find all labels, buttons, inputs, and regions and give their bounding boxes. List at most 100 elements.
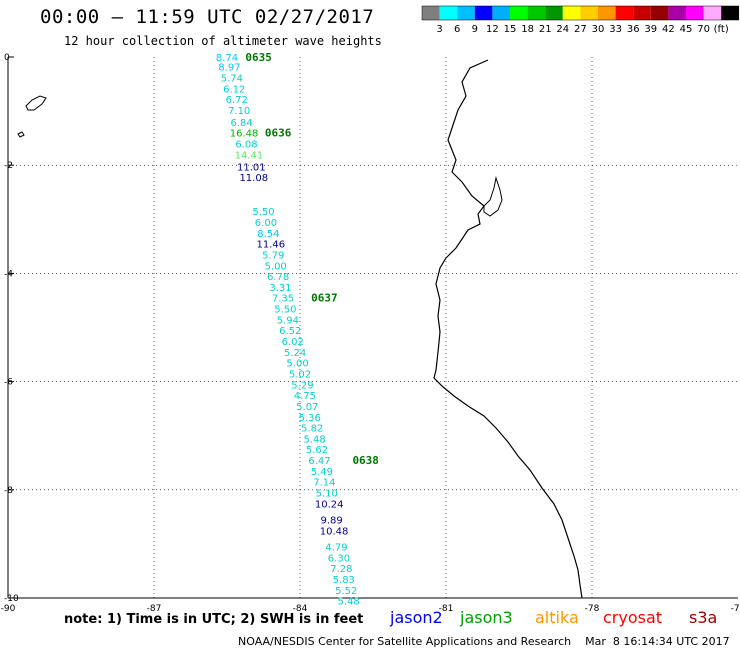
- wave-height-point: 6.52: [279, 326, 301, 337]
- time-labels: 0635 0636 0637 0638: [245, 51, 379, 467]
- time-label: 0635: [245, 51, 272, 64]
- legend-swatch: [598, 6, 616, 20]
- wave-height-point: 5.48: [338, 597, 360, 608]
- y-tick-label: -10: [4, 594, 19, 604]
- wave-height-point: 7.10: [228, 106, 250, 117]
- legend-swatch: [650, 6, 669, 20]
- wave-height-point: 14.41: [235, 150, 264, 161]
- wave-height-point: 5.82: [301, 424, 323, 435]
- wave-height-labels: 8.748.975.746.126.727.106.8416.486.0814.…: [216, 53, 360, 608]
- footer-credit: NOAA/NESDIS Center for Satellite Applica…: [238, 635, 730, 648]
- wave-height-point: 5.83: [333, 575, 355, 586]
- wave-height-point: 6.47: [308, 456, 330, 467]
- legend-swatch: [474, 6, 493, 20]
- time-label: 0636: [265, 127, 292, 140]
- legend-frame: [421, 5, 740, 21]
- x-tick-label: -90: [1, 604, 16, 614]
- satellite-altika: altika: [535, 608, 579, 627]
- legend-label: 36: [627, 24, 640, 35]
- wave-height-point: 5.00: [286, 359, 308, 370]
- time-label: 0638: [352, 454, 379, 467]
- y-tick-label: -6: [4, 378, 13, 388]
- wave-height-point: 6.30: [328, 553, 350, 564]
- wave-height-point: 6.72: [226, 95, 248, 106]
- legend-swatch: [457, 6, 475, 20]
- footer-note: note: 1) Time is in UTC; 2) SWH is in fe…: [64, 612, 364, 627]
- wave-height-point: 11.46: [256, 240, 285, 251]
- legend-label: 39: [644, 24, 657, 35]
- wave-height-point: 5.10: [316, 489, 338, 500]
- legend-swatch: [721, 6, 739, 20]
- x-tick-label: -75: [731, 604, 740, 614]
- legend-swatch: [668, 6, 686, 20]
- wave-height-point: 5.24: [284, 348, 306, 359]
- satellite-s3a: s3a: [689, 608, 718, 627]
- wave-height-point: 5.79: [262, 250, 284, 261]
- axis-ticks: -90 -87 -84 -81 -78 -75 0 -2 -4 -6 -8 -10: [1, 53, 740, 614]
- wave-height-point: 7.35: [272, 294, 294, 305]
- wave-height-point: 5.00: [265, 261, 287, 272]
- wave-height-point: 7.28: [330, 564, 352, 575]
- legend-label: 45: [680, 24, 693, 35]
- legend-label: 70: [697, 24, 710, 35]
- x-tick-label: -81: [439, 604, 454, 614]
- legend-swatch: [527, 6, 546, 20]
- wave-height-point: 5.62: [306, 445, 328, 456]
- y-tick-label: 0: [4, 53, 10, 63]
- time-label: 0637: [311, 292, 338, 305]
- page-subtitle: 12 hour collection of altimeter wave hei…: [64, 34, 382, 48]
- wave-height-point: 6.00: [255, 218, 277, 229]
- color-legend: 3 6 9 12 15 18 21 24 27 30 33 36 39 42 45 70 (ft): [421, 5, 740, 35]
- legend-label: 21: [539, 24, 552, 35]
- legend-label: 3: [436, 24, 442, 35]
- wave-height-point: 5.50: [274, 305, 296, 316]
- legend-swatch: [703, 6, 722, 20]
- wave-height-point: 6.78: [267, 272, 289, 283]
- legend-label: 42: [662, 24, 675, 35]
- map-grid: [7, 56, 738, 599]
- wave-height-map: 8.748.975.746.126.727.106.8416.486.0814.…: [1, 51, 740, 614]
- legend-label: 18: [521, 24, 534, 35]
- legend-label: 27: [574, 24, 587, 35]
- wave-height-point: 9.89: [321, 516, 343, 527]
- wave-height-point: 6.12: [223, 84, 245, 95]
- wave-height-point: 7.14: [313, 478, 335, 489]
- wave-height-point: 6.84: [230, 118, 252, 129]
- legend-swatch: [510, 6, 528, 20]
- legend-swatch: [422, 6, 440, 20]
- legend-swatch: [615, 6, 634, 20]
- coastline-gulf-detail: [483, 176, 503, 217]
- legend-label: 30: [592, 24, 605, 35]
- wave-height-point: 5.02: [289, 369, 311, 380]
- wave-height-point: 8.54: [257, 229, 279, 240]
- wave-height-point: 5.29: [291, 380, 313, 391]
- legend-label: 24: [556, 24, 569, 35]
- wave-height-point: 11.08: [239, 173, 268, 184]
- wave-height-point: 5.94: [277, 315, 299, 326]
- wave-height-point: 4.75: [294, 391, 316, 402]
- legend-swatch: [562, 6, 581, 20]
- legend-swatch: [686, 6, 704, 20]
- legend-label: 12: [486, 24, 499, 35]
- wave-height-point: 3.31: [269, 283, 291, 294]
- wave-height-point: 16.48: [230, 129, 259, 140]
- wave-height-point: 10.24: [315, 499, 344, 510]
- legend-swatch: [545, 6, 563, 20]
- wave-height-point: 5.49: [311, 467, 333, 478]
- satellite-cryosat: cryosat: [603, 608, 663, 627]
- wave-height-point: 5.52: [335, 586, 357, 597]
- legend-swatch: [439, 6, 458, 20]
- wave-height-point: 8.97: [218, 63, 240, 74]
- satellite-jason2: jason2: [390, 608, 443, 627]
- wave-height-point: 5.74: [221, 74, 243, 85]
- x-tick-label: -84: [293, 604, 308, 614]
- y-tick-label: -8: [4, 486, 13, 496]
- wave-height-point: 8.74: [216, 53, 238, 64]
- y-tick-label: -4: [4, 269, 13, 279]
- legend-label: 15: [504, 24, 517, 35]
- wave-height-point: 5.48: [303, 434, 325, 445]
- wave-height-point: 6.02: [282, 337, 304, 348]
- wave-height-point: 4.79: [325, 543, 347, 554]
- coastline-south-america: [433, 59, 583, 599]
- legend-label: 33: [609, 24, 622, 35]
